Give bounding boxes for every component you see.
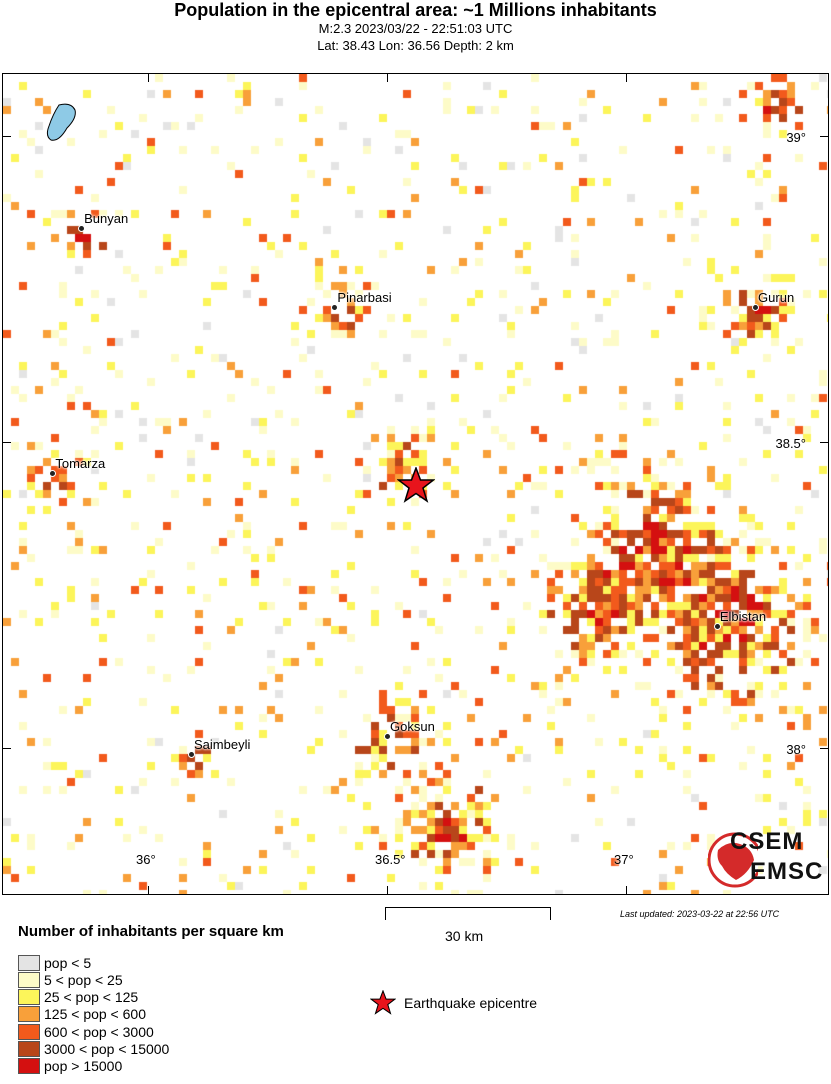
legend-item: pop < 5 (18, 954, 91, 971)
legend-item: 125 < pop < 600 (18, 1006, 146, 1023)
legend-label: pop > 15000 (44, 1058, 123, 1075)
latitude-label: 38.5° (775, 436, 806, 451)
legend-swatch (18, 954, 40, 971)
lake (46, 103, 76, 141)
legend-label: 125 < pop < 600 (44, 1006, 146, 1023)
longitude-label: 36.5° (375, 852, 406, 867)
legend-item: pop > 15000 (18, 1058, 122, 1075)
legend-swatch (18, 1006, 40, 1023)
legend-swatch (18, 989, 40, 1006)
population-map[interactable]: Bunyan Pinarbasi Gurun Tomarza Elbistan … (2, 73, 829, 895)
city-label: Pinarbasi (337, 290, 392, 306)
city-marker (752, 304, 760, 312)
epicentre-star-icon (396, 466, 435, 503)
legend-epicentre-label: Earthquake epicentre (404, 994, 538, 1011)
legend-swatch (18, 1041, 40, 1057)
legend-item: 5 < pop < 25 (18, 971, 123, 988)
legend-label: 3000 < pop < 15000 (44, 1041, 170, 1057)
legend-swatch (18, 1058, 40, 1075)
city-marker (49, 469, 57, 477)
legend-swatch (18, 1023, 40, 1040)
event-location: Lat: 38.43 Lon: 36.56 Depth: 2 km (317, 38, 514, 53)
legend-label: pop < 5 (44, 954, 92, 971)
legend-item: 25 < pop < 125 (18, 989, 138, 1006)
last-updated: Last updated: 2023-03-22 at 22:56 UTC (620, 909, 780, 919)
longitude-label: 37° (614, 852, 634, 867)
emsc-logo: CSEM EMSC (708, 828, 826, 890)
city-label: Tomarza (55, 455, 106, 471)
legend-title: Number of inhabitants per square km (18, 923, 284, 940)
city-label: Goksun (390, 718, 435, 734)
city-marker (188, 751, 196, 759)
scale-bar (385, 907, 551, 920)
legend-epicentre: Earthquake epicentre (370, 990, 537, 1015)
city-label: Bunyan (84, 210, 129, 226)
city-label: Gurun (758, 290, 795, 306)
legend-label: 600 < pop < 3000 (44, 1023, 154, 1040)
map-title: Population in the epicentral area: ~1 Mi… (174, 0, 657, 20)
latitude-label: 38° (786, 742, 806, 757)
longitude-label: 36° (136, 852, 156, 867)
legend-swatch (18, 971, 40, 988)
city-label: Elbistan (719, 608, 767, 624)
epicentre-star-icon (370, 990, 396, 1015)
globe-logo-icon (708, 832, 758, 888)
legend-item: 600 < pop < 3000 (18, 1023, 154, 1040)
legend-label: 25 < pop < 125 (44, 989, 139, 1006)
legend-label: 5 < pop < 25 (44, 971, 123, 988)
legend-item: 3000 < pop < 15000 (18, 1041, 169, 1058)
scale-bar-label: 30 km (445, 928, 484, 944)
event-info: M:2.3 2023/03/22 - 22:51:03 UTC (318, 21, 513, 36)
city-marker (78, 224, 86, 232)
city-marker (384, 732, 391, 740)
city-marker (713, 622, 721, 630)
latitude-label: 39° (786, 130, 806, 145)
city-label: Saimbeyli (194, 737, 251, 753)
city-marker (331, 304, 339, 312)
